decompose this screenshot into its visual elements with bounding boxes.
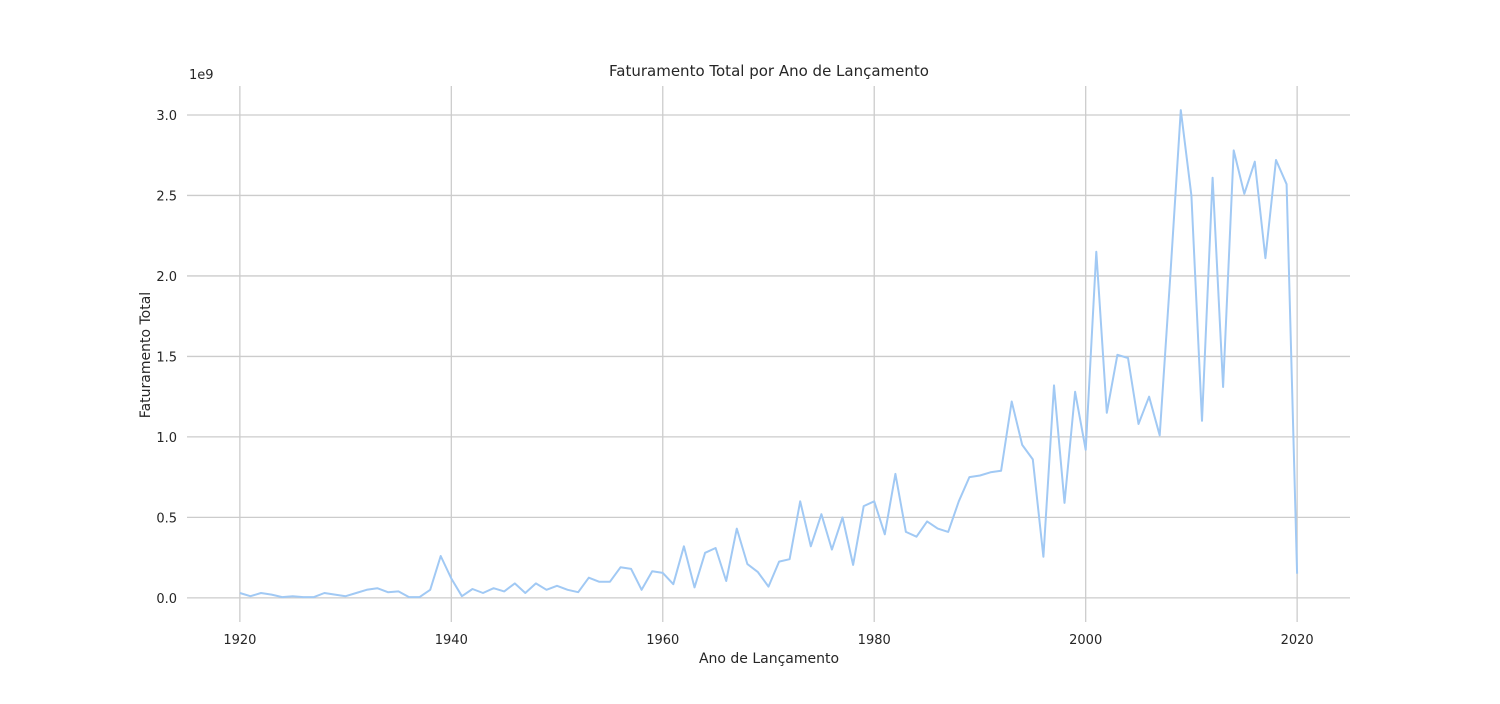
x-tick-label: 1980 [858, 633, 891, 648]
x-tick-label: 2000 [1069, 633, 1102, 648]
y-axis-label: Faturamento Total [138, 292, 154, 418]
y-tick-label: 0.5 [156, 511, 177, 526]
x-tick-label: 1960 [646, 633, 679, 648]
y-offset-label: 1e9 [189, 68, 214, 83]
x-tick-label: 2020 [1281, 633, 1314, 648]
x-tick-label: 1920 [223, 633, 256, 648]
x-gridlines [239, 86, 1298, 622]
x-axis-label: Ano de Lançamento [699, 651, 839, 667]
y-tick-labels: 0.0 0.5 1.0 1.5 2.0 2.5 3.0 [156, 109, 177, 607]
x-tick-label: 1940 [435, 633, 468, 648]
y-tick-label: 1.5 [156, 350, 177, 365]
y-tick-label: 3.0 [156, 109, 177, 124]
y-tick-label: 2.0 [156, 270, 177, 285]
x-tick-labels: 1920 1940 1960 1980 2000 2020 [223, 633, 1313, 648]
series-line [239, 109, 1299, 599]
y-tick-label: 2.5 [156, 189, 177, 204]
y-gridlines [187, 114, 1350, 599]
chart-title: Faturamento Total por Ano de Lançamento [609, 62, 929, 80]
y-tick-label: 1.0 [156, 431, 177, 446]
y-tick-label: 0.0 [156, 592, 177, 607]
